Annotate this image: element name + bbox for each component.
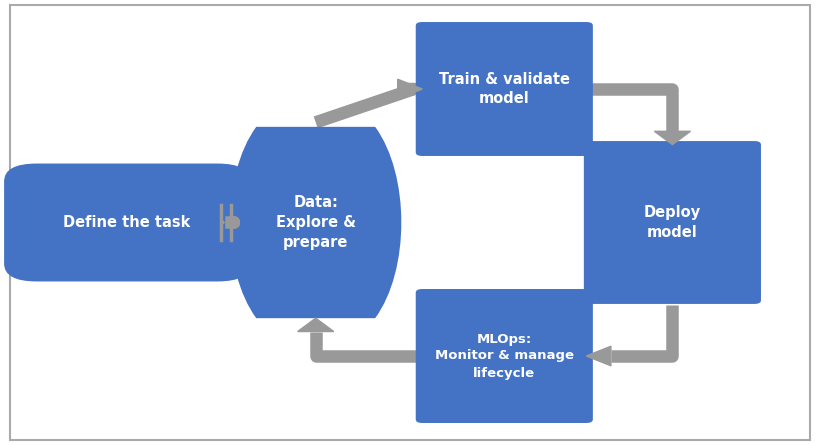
Text: Define the task: Define the task — [63, 215, 191, 230]
FancyBboxPatch shape — [583, 141, 760, 304]
FancyBboxPatch shape — [415, 22, 592, 156]
Polygon shape — [654, 131, 690, 145]
Text: MLOps:
Monitor & manage
lifecycle: MLOps: Monitor & manage lifecycle — [434, 332, 573, 380]
Text: Train & validate
model: Train & validate model — [438, 72, 569, 106]
FancyBboxPatch shape — [10, 5, 809, 440]
Polygon shape — [397, 79, 422, 99]
Text: Deploy
model: Deploy model — [643, 205, 700, 240]
FancyBboxPatch shape — [4, 164, 250, 282]
PathPatch shape — [230, 127, 400, 318]
Polygon shape — [297, 318, 333, 332]
FancyBboxPatch shape — [415, 289, 592, 423]
Polygon shape — [586, 346, 610, 366]
Text: Data:
Explore &
prepare: Data: Explore & prepare — [275, 195, 355, 250]
